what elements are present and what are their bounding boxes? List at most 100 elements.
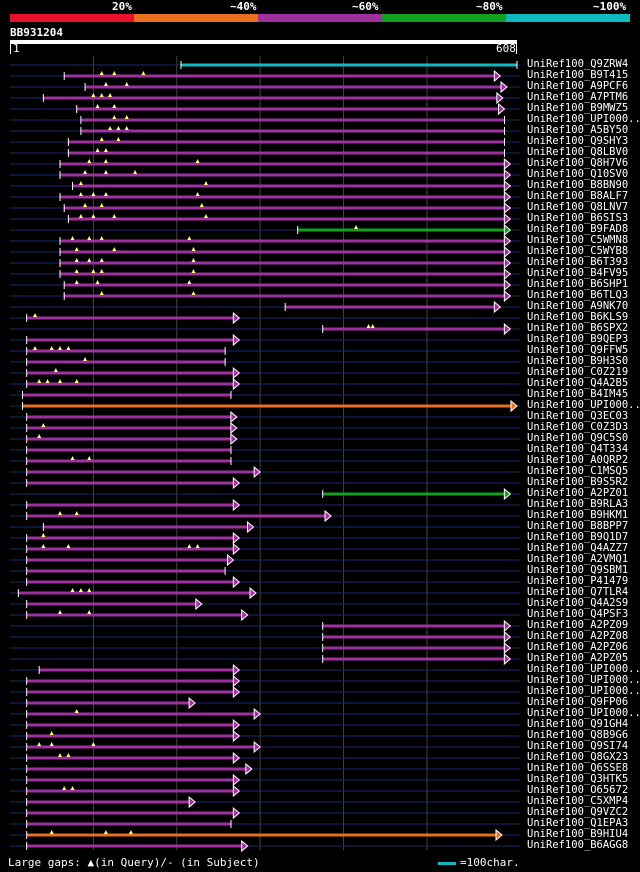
hit-row[interactable] (10, 234, 520, 248)
hit-row[interactable] (10, 80, 520, 94)
hit-row[interactable] (10, 391, 520, 399)
hit-label[interactable]: UniRef100_A9NK70 (527, 300, 629, 312)
hit-label[interactable]: UniRef100_Q8GX23 (527, 751, 629, 763)
hit-row[interactable] (10, 740, 520, 754)
hit-row[interactable] (10, 69, 520, 83)
hit-label[interactable]: UniRef100_B6SHP1 (527, 278, 629, 290)
hit-label[interactable]: UniRef100_B6KLS9 (527, 311, 629, 323)
hit-label[interactable]: UniRef100_Q8LBV0 (527, 146, 629, 158)
hit-label[interactable]: UniRef100_B9HIU4 (527, 828, 629, 840)
hit-row[interactable] (10, 820, 520, 828)
hit-row[interactable] (10, 806, 520, 820)
hit-row[interactable] (10, 223, 520, 237)
hit-row[interactable] (10, 542, 520, 556)
hit-label[interactable]: UniRef100_Q4AZZ7 (527, 542, 629, 554)
hit-row[interactable] (10, 289, 520, 303)
hit-label[interactable]: UniRef100_Q8LNV7 (527, 201, 629, 213)
hit-label[interactable]: UniRef100_A2PZ08 (527, 630, 629, 642)
hit-row[interactable] (10, 608, 520, 622)
hit-label[interactable]: UniRef100_Q6SSE8 (527, 762, 629, 774)
hit-row[interactable] (10, 212, 520, 226)
hit-label[interactable]: UniRef100_Q9C5S0 (527, 432, 629, 444)
hit-label[interactable]: UniRef100_B9MWZ5 (527, 102, 629, 114)
hit-label[interactable]: UniRef100_B6TLQ3 (527, 289, 629, 301)
hit-row[interactable] (10, 762, 520, 776)
hit-label[interactable]: UniRef100_C0Z219 (527, 366, 629, 378)
hit-label[interactable]: UniRef100_B9HKM1 (527, 509, 629, 521)
hit-row[interactable] (10, 465, 520, 479)
hit-row[interactable] (10, 729, 520, 743)
hit-row[interactable] (10, 663, 520, 677)
hit-label[interactable]: UniRef100_Q8B9G6 (527, 729, 629, 741)
hit-label[interactable]: UniRef100_A2PZ06 (527, 641, 629, 653)
hit-row[interactable] (10, 839, 520, 853)
hit-label[interactable]: UniRef100_A2VMQ1 (527, 553, 629, 565)
hit-row[interactable] (10, 718, 520, 732)
hit-row[interactable] (10, 828, 520, 842)
hit-row[interactable] (10, 575, 520, 589)
hit-row[interactable] (10, 137, 520, 146)
hit-row[interactable] (10, 115, 520, 124)
hit-label[interactable]: UniRef100_O65672 (527, 784, 629, 796)
hit-row[interactable] (10, 509, 520, 523)
hit-row[interactable] (10, 157, 520, 171)
hit-label[interactable]: UniRef100_A0QRP2 (527, 454, 629, 466)
hit-row[interactable] (10, 399, 520, 413)
hit-label[interactable]: UniRef100_Q4PSF3 (527, 608, 629, 620)
hit-row[interactable] (10, 179, 520, 193)
hit-row[interactable] (10, 421, 520, 435)
hit-row[interactable] (10, 498, 520, 512)
hit-row[interactable] (10, 245, 520, 259)
hit-row[interactable] (10, 487, 520, 501)
hit-row[interactable] (10, 674, 520, 688)
hit-label[interactable]: UniRef100_B6AGG8 (527, 839, 629, 851)
hit-label[interactable]: UniRef100_UPI000.. (527, 663, 640, 675)
hit-label[interactable]: UniRef100_Q9SI74 (527, 740, 629, 752)
hit-row[interactable] (10, 300, 520, 314)
hit-row[interactable] (10, 619, 520, 633)
hit-row[interactable] (10, 333, 520, 347)
hit-row[interactable] (10, 553, 520, 567)
hit-label[interactable]: UniRef100_B9FAD8 (527, 223, 629, 235)
hit-label[interactable]: UniRef100_C0Z3D3 (527, 421, 629, 433)
hit-label[interactable]: UniRef100_Q8H7V6 (527, 157, 629, 169)
hit-row[interactable] (10, 685, 520, 699)
hit-label[interactable]: UniRef100_Q7TLR4 (527, 586, 629, 598)
hit-label[interactable]: UniRef100_UPI000.. (527, 399, 640, 411)
hit-label[interactable]: UniRef100_A5BY50 (527, 124, 629, 136)
hit-row[interactable] (10, 346, 520, 355)
hit-row[interactable] (10, 707, 520, 721)
hit-label[interactable]: UniRef100_B8BPP7 (527, 520, 629, 532)
hit-label[interactable]: UniRef100_B9T415 (527, 69, 629, 81)
hit-label[interactable]: UniRef100_B9QEP3 (527, 333, 629, 345)
hit-label[interactable]: UniRef100_A2PZ09 (527, 619, 629, 631)
hit-label[interactable]: UniRef100_Q9ZRW4 (527, 58, 629, 70)
hit-label[interactable]: UniRef100_Q4A2B5 (527, 377, 629, 389)
hit-row[interactable] (10, 377, 520, 391)
hit-row[interactable] (10, 278, 520, 292)
hit-row[interactable] (10, 126, 520, 135)
hit-label[interactable]: UniRef100_Q3EC03 (527, 410, 629, 422)
hit-row[interactable] (10, 168, 520, 182)
hit-row[interactable] (10, 597, 520, 611)
hit-row[interactable] (10, 531, 520, 545)
hit-label[interactable]: UniRef100_UPI000.. (527, 674, 640, 686)
hit-row[interactable] (10, 201, 520, 215)
hit-label[interactable]: UniRef100_UPI000.. (527, 685, 640, 697)
hit-row[interactable] (10, 795, 520, 809)
hit-row[interactable] (10, 256, 520, 270)
hit-label[interactable]: UniRef100_A7PTM6 (527, 91, 629, 103)
hit-row[interactable] (10, 630, 520, 644)
hit-row[interactable] (10, 751, 520, 765)
hit-label[interactable]: UniRef100_Q91GH4 (527, 718, 629, 730)
hit-row[interactable] (10, 784, 520, 798)
hit-label[interactable]: UniRef100_C5WYB8 (527, 245, 629, 257)
hit-label[interactable]: UniRef100_Q10SV0 (527, 168, 629, 180)
hit-label[interactable]: UniRef100_Q9FFW5 (527, 344, 629, 356)
hit-label[interactable]: UniRef100_P41479 (527, 575, 629, 587)
hit-label[interactable]: UniRef100_Q9FP06 (527, 696, 629, 708)
hit-label[interactable]: UniRef100_B9H3S0 (527, 355, 629, 367)
hit-label[interactable]: UniRef100_Q3HTK5 (527, 773, 629, 785)
hit-row[interactable] (10, 641, 520, 655)
hit-label[interactable]: UniRef100_A2PZ05 (527, 652, 629, 664)
